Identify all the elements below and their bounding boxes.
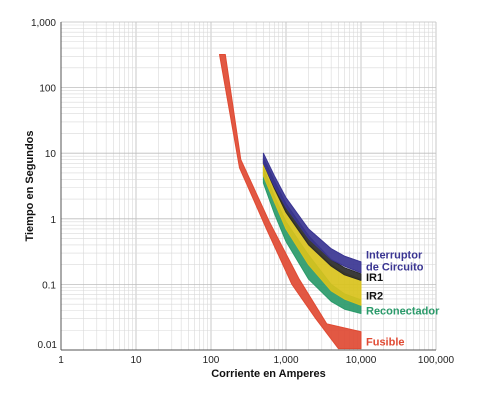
tick-labels: 1 10 100 1,000 10,000 100,000 1,000 100 10 1 0.1 0.… <box>31 18 455 366</box>
legend-label: Fusible <box>366 336 405 348</box>
y-tick-label: 100 <box>39 84 56 95</box>
legend-label: Interruptor <box>366 250 423 262</box>
legend-entry-ir1: IR1 <box>366 272 383 284</box>
x-tick-label: 100 <box>203 355 220 366</box>
y-tick-label: 1 <box>50 215 56 226</box>
x-tick-label: 1 <box>58 355 64 366</box>
y-tick-label: 1,000 <box>31 18 56 29</box>
legend-entry-fusible: Fusible <box>366 336 405 348</box>
band-interruptor-de-circuito <box>262 152 362 274</box>
band-fusible <box>219 54 362 350</box>
grid <box>60 21 437 351</box>
x-tick-label: 100,000 <box>418 355 455 366</box>
y-tick-label: 10 <box>45 149 57 160</box>
axes <box>60 22 436 351</box>
legend-entry-reconectador: Reconectador <box>366 306 440 318</box>
y-tick-label: 0.1 <box>42 280 56 291</box>
legend-label: IR2 <box>366 290 383 302</box>
x-tick-label: 10,000 <box>346 355 377 366</box>
legend-label: Reconectador <box>366 306 440 318</box>
legend-entry-ir2: IR2 <box>366 290 383 302</box>
curve-bands <box>219 54 362 350</box>
legend-label: IR1 <box>366 272 383 284</box>
x-tick-label: 1,000 <box>273 355 298 366</box>
y-axis-title: Tiempo en Segundos <box>24 130 36 241</box>
x-tick-label: 10 <box>130 355 142 366</box>
y-tick-label: 0.01 <box>38 340 58 351</box>
x-axis-title: Corriente en Amperes <box>211 368 326 380</box>
legend-label: de Circuito <box>366 262 424 274</box>
